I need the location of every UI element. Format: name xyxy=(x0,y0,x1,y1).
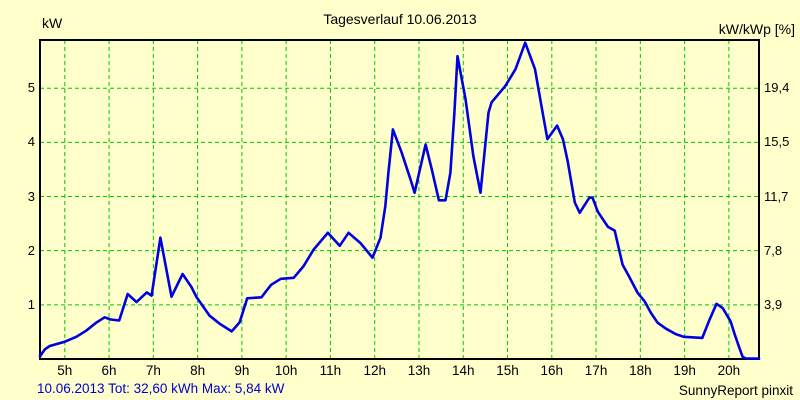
x-tick-label: 18h xyxy=(629,363,652,378)
credit-text: SunnyReport pinxit xyxy=(678,383,793,398)
x-tick-label: 10h xyxy=(274,363,298,378)
right-y-tick-label: 7,8 xyxy=(764,242,783,258)
chart-title: Tagesverlauf 10.06.2013 xyxy=(323,11,477,27)
power-line xyxy=(38,41,761,360)
left-y-tick-label: 3 xyxy=(27,188,35,204)
summary-text: 10.06.2013 Tot: 32,60 kWh Max: 5,84 kW xyxy=(37,381,285,396)
x-tick-label: 13h xyxy=(407,363,431,378)
right-axis-unit-label: kW/kWp [%] xyxy=(718,21,795,37)
left-y-tick-label: 1 xyxy=(27,296,35,312)
x-tick-label: 5h xyxy=(57,363,73,378)
left-y-tick-label: 2 xyxy=(27,242,35,258)
x-tick-label: 9h xyxy=(234,363,250,378)
right-y-tick-label: 19,4 xyxy=(764,80,790,96)
x-tick-label: 19h xyxy=(673,363,696,378)
x-tick-label: 20h xyxy=(717,363,741,378)
left-y-tick-label: 5 xyxy=(27,80,35,96)
x-tick-label: 7h xyxy=(145,363,161,378)
x-tick-label: 17h xyxy=(584,363,608,378)
x-tick-label: 15h xyxy=(496,363,519,378)
right-y-tick-label: 15,5 xyxy=(764,134,790,150)
right-y-tick-label: 11,7 xyxy=(764,188,789,204)
x-tick-label: 16h xyxy=(540,363,564,378)
x-tick-label: 11h xyxy=(319,363,342,378)
left-axis-unit-label: kW xyxy=(42,15,63,31)
x-tick-label: 12h xyxy=(363,363,386,378)
x-tick-label: 8h xyxy=(190,363,206,378)
plot-frame xyxy=(39,39,760,360)
x-tick-label: 14h xyxy=(451,363,475,378)
x-tick-label: 6h xyxy=(101,363,117,378)
power-curve xyxy=(38,41,761,360)
grid-lines xyxy=(40,40,759,359)
left-y-tick-label: 4 xyxy=(27,134,35,150)
right-y-tick-label: 3,9 xyxy=(764,296,783,312)
